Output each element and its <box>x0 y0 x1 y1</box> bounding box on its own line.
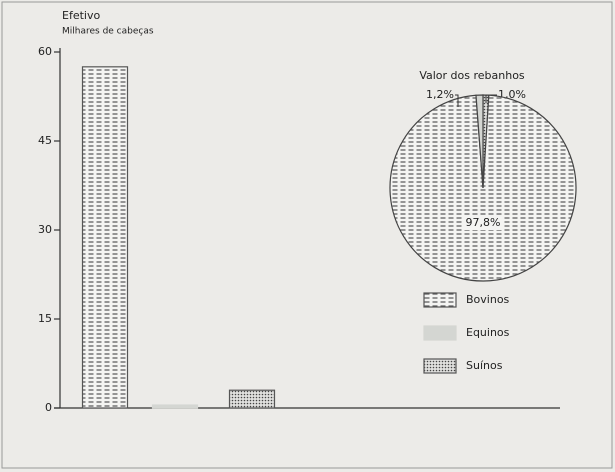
pie-title: Valor dos rebanhos <box>419 69 525 82</box>
legend-swatch <box>423 358 457 374</box>
legend-label: Equinos <box>466 326 510 339</box>
y-tick-label: 30 <box>38 223 52 236</box>
y-tick-label: 60 <box>38 45 52 58</box>
legend-swatch <box>423 325 457 341</box>
y-tick-label: 15 <box>38 312 52 325</box>
pie-label: 97,8% <box>466 216 501 229</box>
chart-subtitle: Milhares de cabeças <box>62 27 154 37</box>
leader-line <box>455 94 459 107</box>
y-tick-label: 0 <box>45 401 52 414</box>
chart-title: Efetivo <box>62 9 100 22</box>
pie-slice <box>475 94 484 189</box>
bar <box>228 389 276 409</box>
legend-swatch <box>423 292 457 308</box>
bar <box>151 404 199 409</box>
label-background <box>463 215 503 230</box>
pie-slice <box>389 94 577 282</box>
bar <box>81 66 129 409</box>
pie-label: 1,2% <box>426 88 454 101</box>
legend-label: Bovinos <box>466 293 510 306</box>
y-tick-label: 45 <box>38 134 52 147</box>
legend-label: Suínos <box>466 359 503 372</box>
